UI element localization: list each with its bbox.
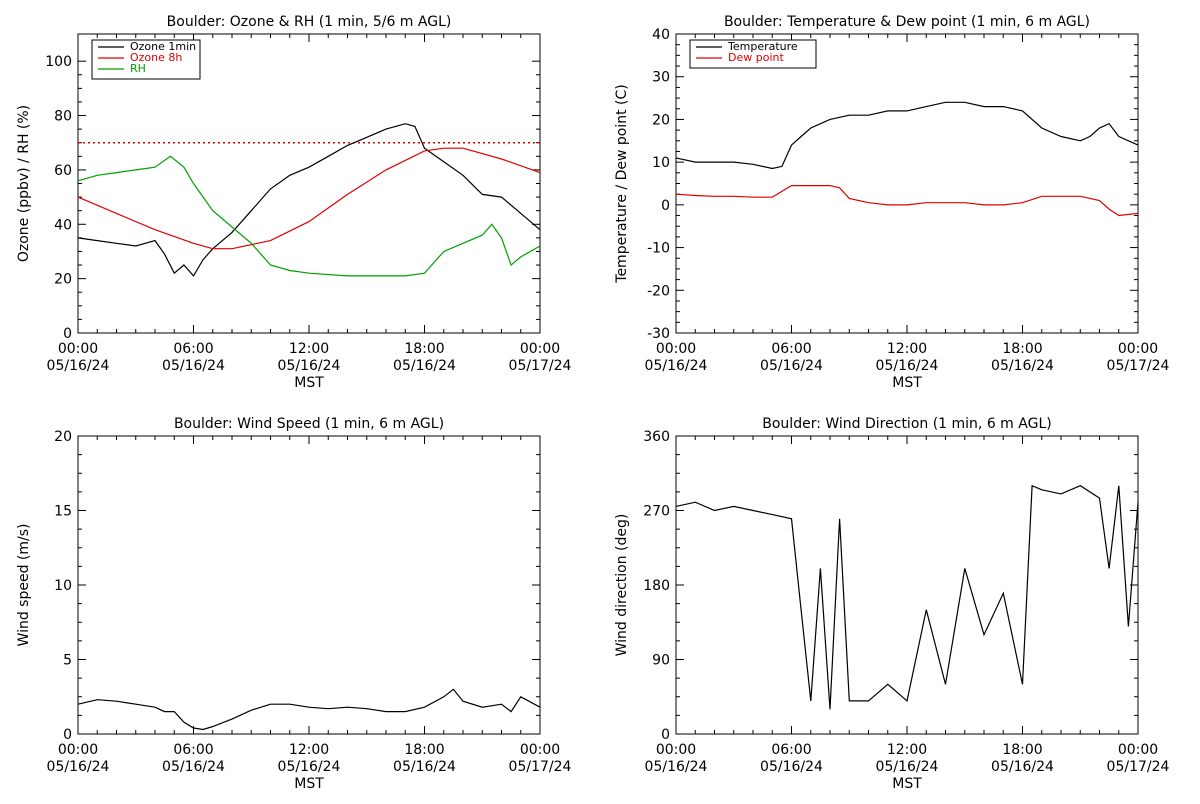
legend-label: Ozone 8h	[130, 51, 182, 64]
y-axis-label: Ozone (ppbv) / RH (%)	[16, 105, 32, 262]
x-tick-date-label: 05/16/24	[47, 759, 110, 775]
x-tick-date-label: 05/16/24	[645, 759, 708, 775]
y-tick-label: -20	[647, 283, 670, 299]
y-tick-label: 15	[54, 504, 72, 520]
x-tick-label: 18:00	[1002, 742, 1042, 758]
y-tick-label: 20	[54, 429, 72, 445]
y-tick-label: 90	[652, 653, 670, 669]
x-tick-label: 00:00	[520, 742, 560, 758]
y-tick-label: 40	[54, 217, 72, 233]
x-tick-date-label: 05/16/24	[47, 358, 110, 374]
chart-panel-wind_speed: Boulder: Wind Speed (1 min, 6 m AGL) 00:0…	[16, 416, 572, 792]
y-tick-label: 0	[661, 727, 670, 743]
chart-panel-wind_dir: Boulder: Wind Direction (1 min, 6 m AGL)…	[614, 416, 1170, 792]
plot-frame	[77, 435, 541, 735]
y-axis-label: Wind direction (deg)	[614, 514, 630, 657]
x-tick-date-label: 05/16/24	[991, 358, 1054, 374]
x-tick-label: 06:00	[173, 742, 213, 758]
y-tick-label: 10	[54, 578, 72, 594]
chart-title: Boulder: Wind Speed (1 min, 6 m AGL)	[174, 416, 444, 432]
y-tick-label: 60	[54, 163, 72, 179]
y-tick-label: -10	[647, 241, 670, 257]
x-tick-label: 06:00	[173, 341, 213, 357]
legend-label: RH	[130, 62, 146, 75]
x-tick-date-label: 05/16/24	[645, 358, 708, 374]
x-tick-date-label: 05/17/24	[1107, 759, 1170, 775]
y-tick-label: -30	[647, 326, 670, 342]
plot-frame	[675, 435, 1139, 735]
y-axis-label: Wind speed (m/s)	[16, 524, 32, 647]
y-axis-label: Temperature / Dew point (C)	[614, 84, 630, 283]
x-axis-label: MST	[892, 375, 922, 391]
x-tick-date-label: 05/16/24	[876, 759, 939, 775]
x-tick-date-label: 05/16/24	[760, 358, 823, 374]
plot-frame	[675, 33, 1139, 334]
y-tick-label: 360	[643, 429, 670, 445]
x-tick-date-label: 05/16/24	[278, 358, 341, 374]
x-tick-date-label: 05/17/24	[1107, 358, 1170, 374]
x-tick-label: 06:00	[771, 742, 811, 758]
x-tick-label: 00:00	[656, 742, 696, 758]
series-line-dew-point	[675, 185, 1139, 217]
x-tick-label: 00:00	[1118, 341, 1158, 357]
y-tick-label: 10	[652, 155, 670, 171]
x-axis-label: MST	[892, 776, 922, 792]
x-tick-date-label: 05/17/24	[509, 358, 572, 374]
x-tick-date-label: 05/16/24	[162, 759, 225, 775]
series-line-ozone-8h	[77, 147, 541, 250]
x-tick-label: 12:00	[289, 742, 329, 758]
series-line-rh	[77, 155, 541, 277]
x-tick-date-label: 05/16/24	[162, 358, 225, 374]
y-tick-label: 30	[652, 70, 670, 86]
chart-panel-temp_dew: Boulder: Temperature & Dew point (1 min,…	[614, 14, 1170, 391]
y-tick-label: 20	[54, 272, 72, 288]
y-tick-label: 80	[54, 109, 72, 125]
x-tick-label: 18:00	[404, 742, 444, 758]
series-line-ozone-1min	[77, 123, 541, 277]
chart-title: Boulder: Ozone & RH (1 min, 5/6 m AGL)	[167, 14, 452, 30]
x-tick-label: 06:00	[771, 341, 811, 357]
x-axis-label: MST	[294, 776, 324, 792]
x-tick-label: 00:00	[58, 341, 98, 357]
y-tick-label: 180	[643, 578, 670, 594]
x-tick-label: 12:00	[289, 341, 329, 357]
series-line-temperature	[675, 101, 1139, 170]
x-tick-label: 00:00	[520, 341, 560, 357]
x-axis-label: MST	[294, 375, 324, 391]
series-line-data	[675, 484, 1139, 710]
legend-box	[689, 39, 817, 69]
x-tick-date-label: 05/16/24	[876, 358, 939, 374]
y-tick-label: 20	[652, 112, 670, 128]
chart-panel-ozone_rh: Boulder: Ozone & RH (1 min, 5/6 m AGL)00…	[16, 14, 572, 391]
y-tick-label: 100	[45, 54, 72, 70]
x-tick-label: 18:00	[1002, 341, 1042, 357]
legend-label: Temperature	[727, 40, 798, 53]
y-tick-label: 0	[63, 326, 72, 342]
y-tick-label: 0	[661, 198, 670, 214]
x-tick-label: 00:00	[656, 341, 696, 357]
x-tick-date-label: 05/16/24	[393, 759, 456, 775]
legend-label: Ozone 1min	[130, 40, 196, 53]
y-tick-label: 40	[652, 27, 670, 43]
legend-label: Dew point	[728, 51, 784, 64]
chart-title: Boulder: Wind Direction (1 min, 6 m AGL)	[762, 416, 1051, 432]
x-tick-date-label: 05/16/24	[760, 759, 823, 775]
x-tick-label: 12:00	[887, 742, 927, 758]
y-tick-label: 0	[63, 727, 72, 743]
x-tick-label: 00:00	[1118, 742, 1158, 758]
chart-title: Boulder: Temperature & Dew point (1 min,…	[724, 14, 1090, 30]
x-tick-date-label: 05/16/24	[393, 358, 456, 374]
x-tick-label: 12:00	[887, 341, 927, 357]
x-tick-label: 18:00	[404, 341, 444, 357]
x-tick-label: 00:00	[58, 742, 98, 758]
x-tick-date-label: 05/17/24	[509, 759, 572, 775]
series-line-data	[77, 688, 541, 731]
y-tick-label: 5	[63, 653, 72, 669]
x-tick-date-label: 05/16/24	[991, 759, 1054, 775]
x-tick-date-label: 05/16/24	[278, 759, 341, 775]
y-tick-label: 270	[643, 504, 670, 520]
